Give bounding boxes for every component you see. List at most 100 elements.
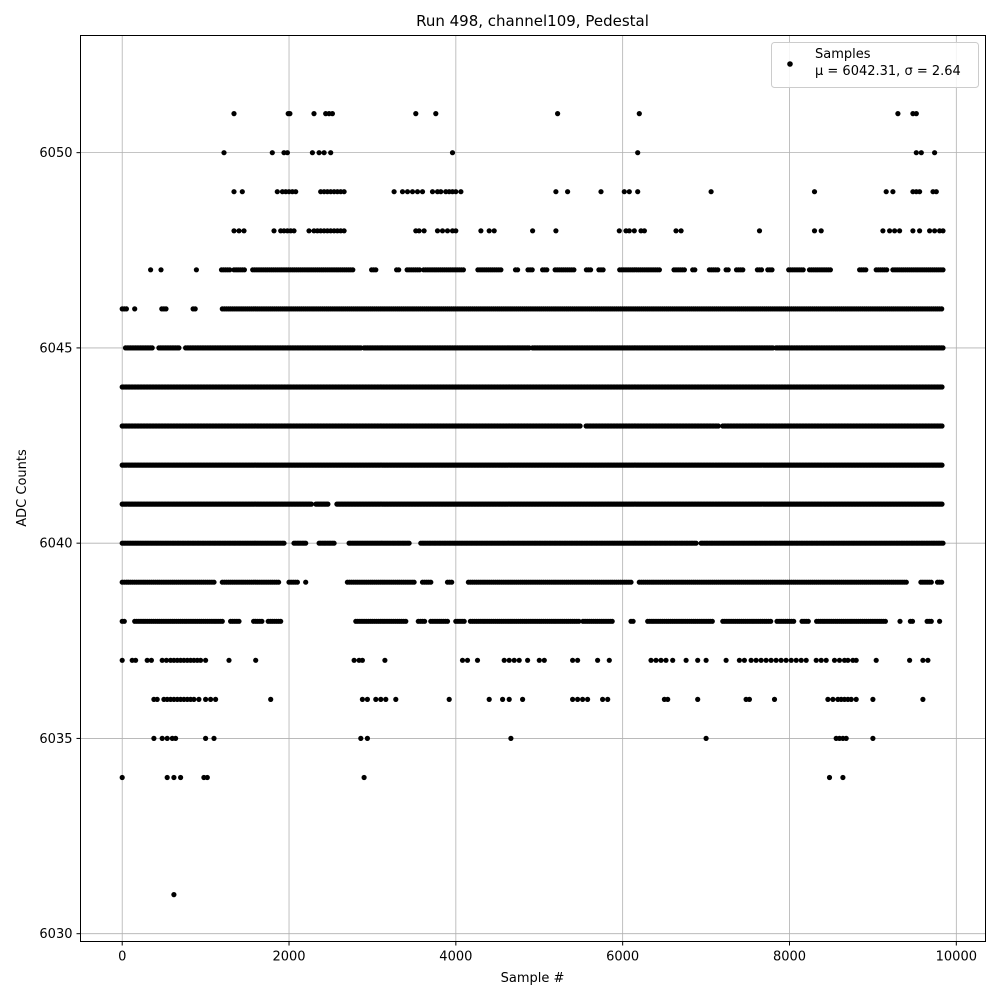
data-point <box>903 579 909 585</box>
data-point <box>895 111 901 117</box>
data-point <box>541 657 547 663</box>
data-point <box>933 189 939 195</box>
data-point <box>577 423 583 429</box>
data-point <box>178 774 184 781</box>
data-point <box>544 267 550 273</box>
data-point <box>553 228 559 234</box>
data-point <box>276 579 282 585</box>
data-point <box>396 267 402 273</box>
data-point <box>239 189 245 195</box>
data-point <box>416 228 422 234</box>
data-point <box>932 228 938 234</box>
data-point <box>575 657 581 663</box>
data-point <box>132 306 138 312</box>
data-point <box>813 657 819 663</box>
data-point <box>341 228 347 234</box>
data-point <box>576 618 582 624</box>
data-point <box>940 228 946 234</box>
data-point <box>746 696 753 703</box>
data-point <box>778 657 784 663</box>
data-point <box>192 306 198 312</box>
data-point <box>928 579 934 585</box>
data-point <box>148 657 154 663</box>
data-point <box>798 657 804 663</box>
data-point <box>434 228 441 234</box>
data-point <box>341 189 347 195</box>
data-point <box>708 189 714 195</box>
data-point <box>274 189 280 195</box>
data-point <box>268 696 274 703</box>
data-point <box>636 111 642 117</box>
data-point <box>203 735 209 742</box>
data-point <box>208 696 214 703</box>
data-point <box>486 696 492 703</box>
data-point <box>123 306 129 312</box>
data-point <box>164 774 170 781</box>
data-point <box>740 267 746 273</box>
data-point <box>203 657 209 663</box>
data-point <box>715 267 721 273</box>
data-point <box>164 735 170 742</box>
data-point <box>791 618 797 624</box>
data-point <box>641 228 648 234</box>
data-point <box>148 267 154 273</box>
data-point <box>203 696 209 703</box>
data-point <box>887 228 893 234</box>
data-point <box>800 267 806 273</box>
data-point <box>635 150 641 156</box>
data-point <box>818 228 824 234</box>
data-point <box>159 657 165 663</box>
data-point <box>768 657 774 663</box>
data-point <box>840 774 846 781</box>
data-point <box>411 579 417 585</box>
data-point <box>703 657 709 663</box>
data-point <box>328 150 334 156</box>
data-point <box>433 111 439 117</box>
data-point <box>227 267 233 273</box>
data-point <box>422 618 428 624</box>
data-point <box>715 423 721 429</box>
data-point <box>154 696 160 703</box>
data-point <box>783 657 789 663</box>
data-point <box>498 267 504 273</box>
data-point <box>421 228 427 234</box>
data-point <box>399 189 406 195</box>
data-point <box>709 618 715 624</box>
data-point <box>204 774 210 781</box>
data-point <box>917 189 923 195</box>
data-point <box>932 150 938 156</box>
data-point <box>511 657 517 663</box>
data-point <box>506 696 512 703</box>
data-point <box>656 267 663 273</box>
data-point <box>600 267 606 273</box>
data-point <box>741 657 748 663</box>
data-point <box>536 657 542 663</box>
data-point <box>853 696 859 703</box>
data-point <box>913 111 919 117</box>
data-point <box>151 735 157 742</box>
data-point <box>683 657 689 663</box>
data-point <box>917 228 923 234</box>
data-point <box>630 618 636 624</box>
data-point <box>692 267 698 273</box>
data-point <box>303 579 309 585</box>
data-point <box>670 657 676 663</box>
data-point <box>211 579 217 585</box>
data-point <box>890 189 896 195</box>
data-point <box>226 657 232 663</box>
data-point <box>826 774 833 781</box>
data-point <box>191 696 197 703</box>
data-point <box>213 696 219 703</box>
chart-title: Run 498, channel109, Pedestal <box>416 12 649 30</box>
data-point <box>883 189 889 195</box>
legend-marker <box>787 61 793 67</box>
data-point <box>406 540 412 546</box>
legend-stats: μ = 6042.31, σ = 2.64 <box>815 64 961 79</box>
data-point <box>939 579 945 585</box>
data-point <box>626 228 632 234</box>
data-point <box>171 892 177 898</box>
data-point <box>803 657 809 663</box>
data-point <box>351 657 357 663</box>
data-point <box>913 150 919 156</box>
